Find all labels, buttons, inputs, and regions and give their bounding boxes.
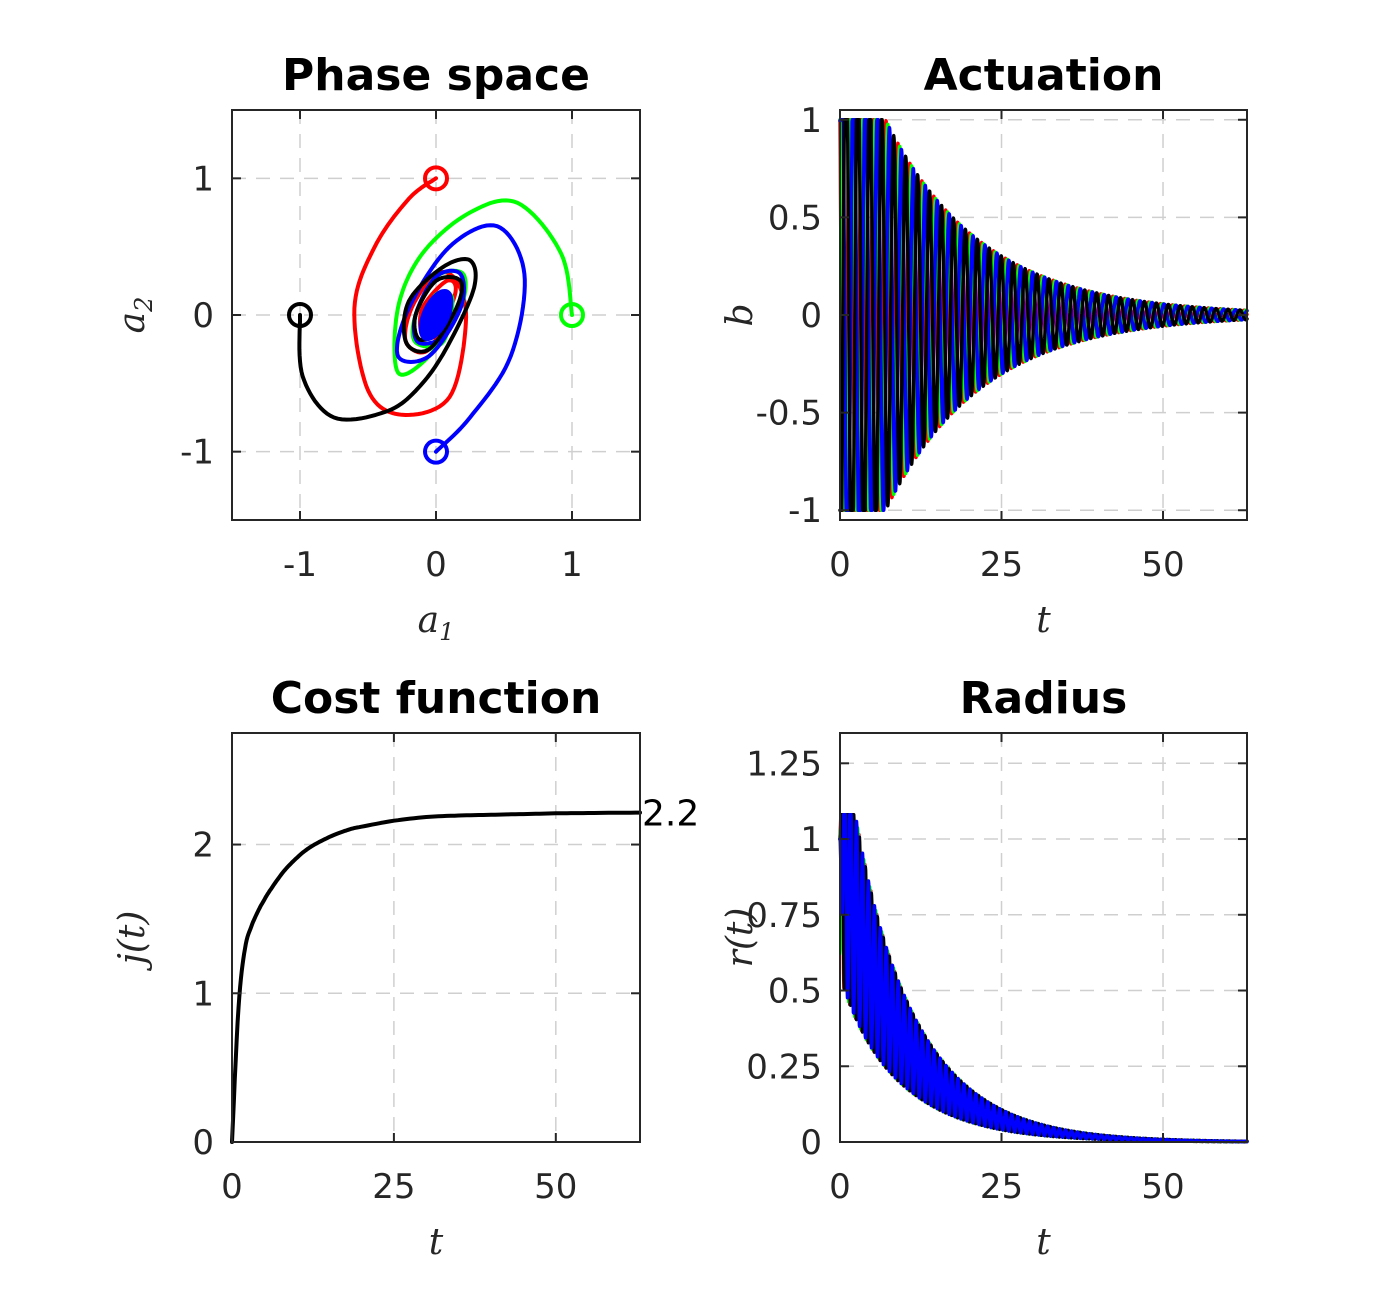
- radius-labels: t r(t): [720, 908, 1051, 1263]
- actuation-frame: 0 25 50 -1 -0.5 0 0.5 1 Actuation: [756, 50, 1248, 585]
- cost-function-ylabel: j(t): [112, 911, 153, 972]
- radius-ytick-label: 1: [800, 820, 822, 860]
- radius-ylabel: r(t): [720, 908, 761, 968]
- phase-space-xlabel: a1: [418, 600, 455, 646]
- phase-space-xtick-label: 1: [561, 545, 583, 585]
- phase-space-start-marker-0: [423, 165, 449, 192]
- actuation-ytick-label: 0: [800, 296, 822, 336]
- radius-xtick-label: 0: [829, 1167, 851, 1207]
- phase-space-xtick-label: -1: [283, 545, 317, 585]
- phase-space-start-marker-1: [559, 302, 585, 328]
- radius-ytick-label: 1.25: [746, 744, 822, 784]
- radius-series-0: [838, 813, 1249, 1144]
- radius-series-2: [838, 813, 1249, 1144]
- phase-space-core: [418, 288, 454, 342]
- radius-title: Radius: [960, 673, 1128, 724]
- radius-ytick-label: 0.75: [746, 896, 822, 936]
- radius-xtick-label: 50: [1141, 1167, 1184, 1207]
- cost-function-frame: 0 25 50 0 1 2 Cost function: [192, 673, 641, 1207]
- actuation-series-3: [838, 118, 1249, 512]
- radius-xlabel: t: [1036, 1222, 1051, 1263]
- cost-function-xtick-label: 0: [221, 1167, 243, 1207]
- radius-ytick-label: 0: [800, 1123, 822, 1163]
- radius-ytick-label: 0.25: [746, 1047, 822, 1087]
- actuation-series-2: [838, 118, 1249, 512]
- actuation-xtick-label: 0: [829, 545, 851, 585]
- cost-function-xtick-label: 25: [372, 1167, 415, 1207]
- phase-space-trajectory-3: [297, 257, 478, 422]
- cost-function-axes-box: [231, 732, 641, 1143]
- phase-space-xtick-label: 0: [425, 545, 447, 585]
- cost-function-ytick-label: 1: [192, 974, 214, 1014]
- actuation-xtick-label: 25: [980, 545, 1023, 585]
- radius-frame: 0 25 50 0 0.25 0.5 0.75 1 1.25 Radius: [746, 673, 1248, 1207]
- cost-function-xlabel: t: [429, 1222, 444, 1263]
- cost-function-title: Cost function: [271, 673, 602, 724]
- cost-function-axes: [231, 733, 640, 1143]
- actuation-xtick-label: 50: [1141, 545, 1184, 585]
- phase-space-start-marker-2: [423, 438, 449, 465]
- radius-axes-box: [839, 732, 1248, 1143]
- cost-function-series: [230, 810, 642, 1144]
- phase-space-ytick-label: 1: [192, 159, 214, 199]
- actuation-labels: tb: [720, 303, 1051, 641]
- cost-function-ytick-label: 2: [192, 826, 214, 866]
- actuation-ylabel: b: [720, 303, 761, 326]
- cost-function-xtick-label: 50: [534, 1167, 577, 1207]
- radius-series-1: [838, 813, 1249, 1144]
- cost-function-labels: t j(t): [112, 911, 444, 1263]
- phase-space-ytick-label: 0: [192, 296, 214, 336]
- actuation-ytick-label: 0.5: [768, 198, 822, 238]
- actuation-series: [838, 118, 1249, 512]
- radius-ytick-label: 0.5: [768, 972, 822, 1012]
- phase-space-title: Phase space: [282, 50, 590, 101]
- phase-space-series: [287, 165, 585, 465]
- radius-series: [838, 813, 1249, 1144]
- actuation-xlabel: t: [1036, 600, 1051, 641]
- radius-xtick-label: 25: [980, 1167, 1023, 1207]
- phase-space-labels: a1 a2: [112, 297, 454, 646]
- actuation-title: Actuation: [924, 50, 1164, 101]
- phase-space-frame: -1 0 1 -1 0 1 Phase space: [180, 50, 641, 585]
- phase-space-ylabel: a2: [112, 297, 158, 334]
- actuation-ytick-label: -0.5: [756, 394, 822, 434]
- phase-space-start-marker-3: [287, 302, 313, 328]
- cost-function-series-0: [230, 810, 642, 1144]
- actuation-ytick-label: -1: [788, 491, 822, 531]
- cost-function-ytick-label: 0: [192, 1123, 214, 1163]
- phase-space-ytick-label: -1: [180, 433, 214, 473]
- cost-function-final-value-label: 2.2: [642, 794, 699, 835]
- actuation-ytick-label: 1: [800, 101, 822, 141]
- radius-series-3: [838, 813, 1249, 1144]
